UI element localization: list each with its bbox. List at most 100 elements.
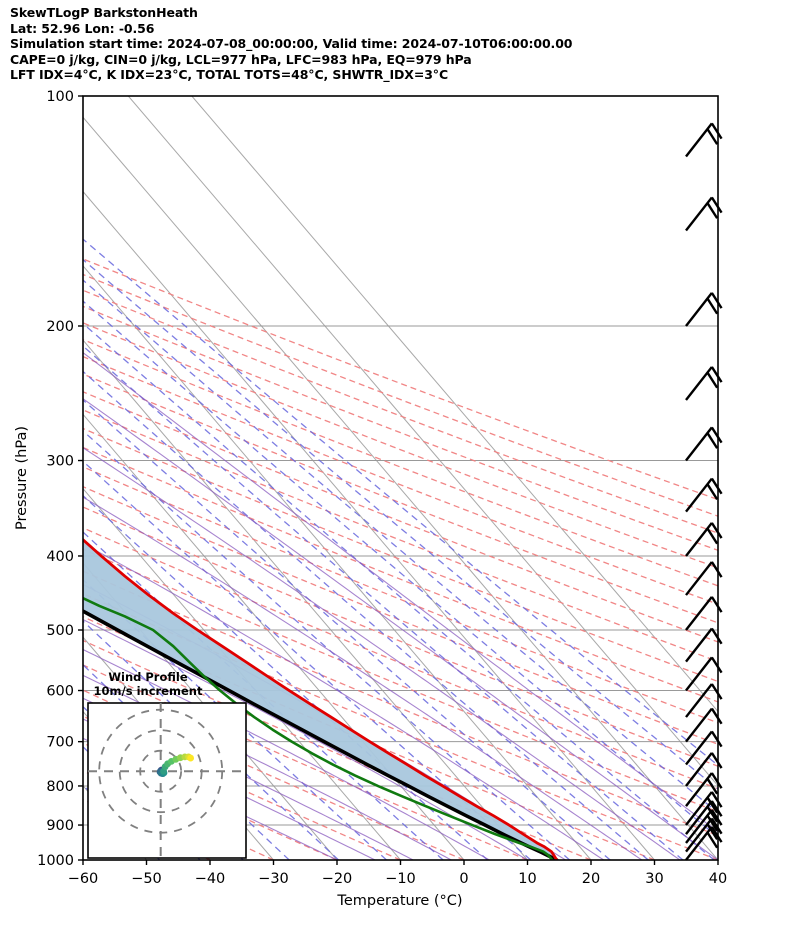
barb-flag xyxy=(710,522,723,539)
moist-adiabat-line xyxy=(83,697,414,860)
indices-line-2: LFT IDX=4°C, K IDX=23°C, TOTAL TOTS=48°C… xyxy=(10,67,449,83)
dry-adiabat-line xyxy=(83,373,718,624)
barb-staff xyxy=(685,800,713,835)
y-tick-label: 900 xyxy=(46,818,74,834)
barb-flag xyxy=(710,817,723,835)
mixing-ratio-line xyxy=(83,279,718,814)
barb-flag xyxy=(710,809,723,826)
y-tick-label: 700 xyxy=(46,735,74,751)
barb-flag xyxy=(710,196,723,214)
hodograph-point xyxy=(187,754,195,762)
barb-staff xyxy=(685,196,713,232)
dry-adiabat-line xyxy=(83,664,528,860)
barb-flag xyxy=(706,432,719,449)
barb-flag xyxy=(706,823,719,840)
y-tick-label: 100 xyxy=(46,89,74,105)
dry-adiabat-line xyxy=(83,391,718,643)
barb-flag xyxy=(706,527,719,545)
barb-flag xyxy=(710,656,723,674)
mixing-ratio-line xyxy=(83,620,340,860)
wind-barb xyxy=(685,730,723,766)
barb-flag xyxy=(710,826,723,843)
isotherm-line xyxy=(83,116,718,860)
y-axis-label: Pressure (hPa) xyxy=(14,426,30,530)
cape-shade-polygon xyxy=(83,539,557,860)
dry-adiabat-line xyxy=(83,715,401,860)
barb-staff xyxy=(685,627,713,663)
y-tick-label: 200 xyxy=(46,319,74,335)
barb-flag xyxy=(710,426,723,444)
barb-flag xyxy=(710,596,723,613)
barb-flag xyxy=(706,831,719,849)
moist-adiabat-line xyxy=(83,583,566,860)
x-tick-label: 0 xyxy=(459,871,468,887)
wind-barb xyxy=(685,752,723,787)
barb-flag xyxy=(706,371,719,389)
barb-staff xyxy=(685,522,713,557)
header-block: SkewTLogP BarkstonHeath Lat: 52.96 Lon: … xyxy=(10,5,573,83)
indices-line-1: CAPE=0 j/kg, CIN=0 j/kg, LCL=977 hPa, LF… xyxy=(10,51,472,67)
sounding-curves xyxy=(83,537,559,860)
barb-flag xyxy=(706,777,719,795)
moist-adiabat-line xyxy=(83,674,452,860)
x-tick-label: 10 xyxy=(518,871,536,887)
moist-adiabat-line xyxy=(83,496,643,860)
y-tick-label: 500 xyxy=(46,623,74,639)
x-tick-label: −10 xyxy=(385,871,416,887)
barb-staff xyxy=(685,826,713,861)
barb-flag xyxy=(706,297,719,315)
wind-barb xyxy=(685,366,723,401)
location-line: Lat: 52.96 Lon: -0.56 xyxy=(10,20,155,36)
x-axis-label: Temperature (°C) xyxy=(336,893,462,909)
hodograph-ring xyxy=(118,729,203,814)
barb-staff xyxy=(685,292,713,327)
y-tick-label: 400 xyxy=(46,549,74,565)
barb-staff xyxy=(685,596,713,631)
figure-title: SkewTLogP BarkstonHeath xyxy=(10,5,198,20)
hodograph-ring xyxy=(98,708,224,834)
wind-barb xyxy=(685,477,723,513)
time-line: Simulation start time: 2024-07-08_00:00:… xyxy=(10,36,573,52)
moist-adiabat-line xyxy=(83,447,681,860)
barb-staff xyxy=(685,683,713,718)
dry-adiabat-line xyxy=(83,485,718,745)
x-tick-label: −50 xyxy=(131,871,162,887)
x-tick-label: −30 xyxy=(258,871,289,887)
wind-barb xyxy=(685,522,723,557)
wind-barb xyxy=(685,817,723,853)
moist-adiabat-line xyxy=(83,648,490,860)
moist-adiabat-line xyxy=(83,618,528,860)
dry-adiabat-line xyxy=(83,355,718,605)
wind-barb xyxy=(685,292,723,327)
y-tick-label: 800 xyxy=(46,779,74,795)
barb-staff xyxy=(685,772,713,807)
mixing-ratio-line xyxy=(83,258,718,790)
barb-flag xyxy=(710,627,723,645)
wind-barb xyxy=(685,800,723,835)
x-tick-label: 20 xyxy=(582,871,600,887)
x-tick-label: 40 xyxy=(709,871,727,887)
barb-staff xyxy=(685,707,713,743)
barb-flag xyxy=(706,806,719,823)
dry-adiabat-line xyxy=(83,466,718,724)
wind-barb xyxy=(685,707,723,743)
barb-flag xyxy=(710,707,723,725)
hodograph-box[interactable] xyxy=(87,702,247,859)
moist-adiabat-line xyxy=(83,398,718,860)
barb-flag xyxy=(706,202,719,219)
barb-staff xyxy=(685,791,713,826)
barb-staff xyxy=(685,477,713,513)
isotherm-line xyxy=(83,265,592,860)
barb-flag xyxy=(710,800,723,817)
dry-adiabat-line xyxy=(83,689,465,860)
temperature-curve xyxy=(83,537,559,860)
barb-flag xyxy=(710,752,723,769)
barb-flag xyxy=(710,772,723,789)
x-tick-label: −20 xyxy=(322,871,353,887)
dewpoint-curve xyxy=(83,596,554,860)
mixing-ratio-line xyxy=(83,370,649,860)
barb-staff xyxy=(685,656,713,692)
